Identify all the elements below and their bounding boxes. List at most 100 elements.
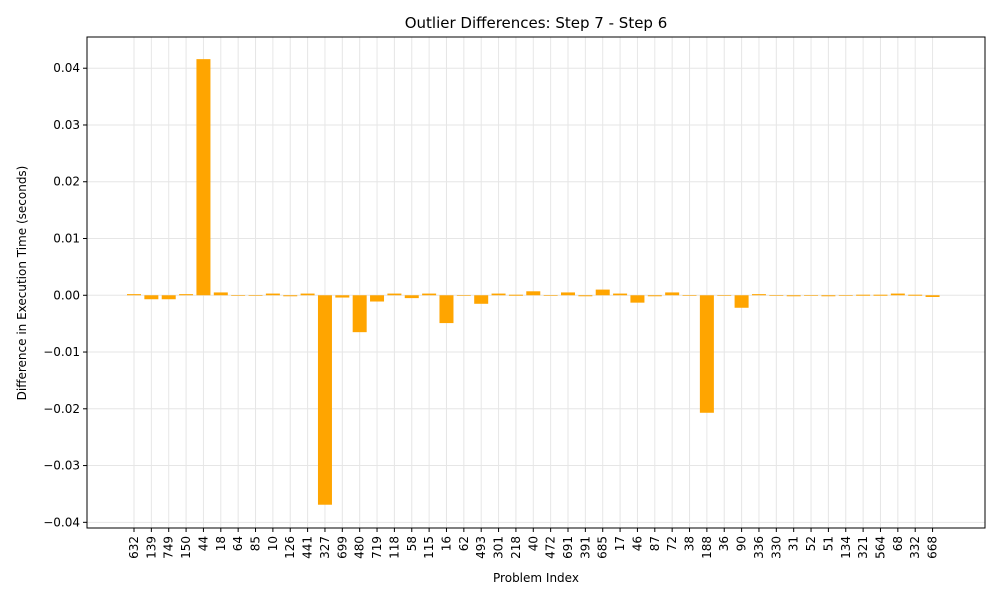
bar-90 [734, 295, 749, 308]
x-tick-label: 332 [908, 536, 922, 559]
bar-472 [543, 295, 558, 296]
bar-150 [179, 294, 194, 296]
y-tick-label: 0.03 [53, 118, 80, 132]
x-tick-label: 493 [474, 536, 488, 559]
bar-719 [370, 295, 385, 302]
y-tick-label: −0.03 [43, 459, 80, 473]
y-tick-label: 0.02 [53, 175, 80, 189]
x-tick-label: 134 [839, 536, 853, 559]
x-tick-label: 90 [735, 536, 749, 551]
y-tick-label: 0.00 [53, 288, 80, 302]
bar-699 [335, 295, 350, 298]
bar-134 [838, 295, 853, 296]
bar-685 [595, 289, 610, 296]
bar-40 [526, 291, 541, 296]
plot-frame [86, 36, 986, 529]
x-tick-label: 188 [700, 536, 714, 559]
x-tick-label: 52 [804, 536, 818, 551]
bar-87 [647, 295, 662, 297]
bar-441 [300, 293, 315, 296]
bar-632 [127, 294, 141, 296]
bar-58 [404, 295, 419, 299]
bar-691 [561, 292, 575, 296]
y-axis-title: Difference in Execution Time (seconds) [15, 166, 29, 401]
x-tick-label: 391 [578, 536, 592, 559]
bar-64 [231, 295, 246, 296]
x-tick-label: 480 [353, 536, 367, 559]
bar-188 [699, 295, 714, 413]
bar-321 [856, 294, 871, 296]
x-tick-label: 330 [769, 536, 783, 559]
x-tick-label: 301 [492, 536, 506, 559]
bar-336 [751, 294, 766, 296]
x-tick-label: 564 [873, 536, 887, 559]
bar-72 [665, 292, 680, 296]
x-tick-label: 685 [596, 536, 610, 559]
x-tick-label: 699 [335, 536, 349, 559]
x-tick-label: 691 [561, 536, 575, 559]
bar-668 [925, 295, 940, 297]
bar-51 [821, 295, 836, 297]
x-axis: 632 139 749 150 44 18 64 85 10 126 441 327 699 480 719… [127, 528, 940, 559]
x-tick-label: 40 [526, 536, 540, 551]
bar-564 [873, 294, 888, 296]
x-tick-label: 58 [405, 536, 419, 551]
x-tick-label: 118 [387, 536, 401, 559]
bar-115 [422, 293, 437, 296]
x-tick-label: 126 [283, 536, 297, 559]
bar-52 [804, 295, 819, 296]
bar-391 [578, 295, 593, 297]
grid-lines [87, 37, 985, 528]
x-tick-label: 139 [144, 536, 158, 559]
bar-16 [439, 295, 454, 324]
x-tick-label: 115 [422, 536, 436, 559]
x-tick-label: 62 [457, 536, 471, 551]
x-tick-label: 72 [665, 536, 679, 551]
bar-493 [474, 295, 489, 304]
chart-title: Outlier Differences: Step 7 - Step 6 [405, 14, 668, 32]
x-tick-label: 719 [370, 536, 384, 559]
bar-62 [456, 295, 471, 296]
bar-301 [491, 293, 506, 296]
y-tick-label: 0.01 [53, 232, 80, 246]
x-tick-label: 16 [439, 536, 453, 551]
x-tick-label: 51 [821, 536, 835, 551]
bar-10 [265, 293, 280, 296]
x-tick-label: 150 [179, 536, 193, 559]
bar-330 [769, 295, 784, 296]
x-tick-label: 218 [509, 536, 523, 559]
x-tick-label: 441 [301, 536, 315, 559]
bar-85 [248, 295, 263, 296]
bar-218 [508, 294, 523, 296]
x-tick-label: 36 [717, 536, 731, 551]
x-tick-label: 85 [249, 536, 263, 551]
bar-139 [144, 295, 159, 300]
bar-46 [630, 295, 645, 303]
x-tick-label: 64 [231, 536, 245, 551]
x-tick-label: 749 [162, 536, 176, 559]
x-tick-label: 10 [266, 536, 280, 551]
bars [127, 59, 940, 505]
bar-31 [786, 295, 801, 297]
bar-18 [213, 292, 228, 296]
x-tick-label: 68 [891, 536, 905, 551]
y-tick-label: −0.04 [43, 515, 80, 529]
bar-126 [283, 295, 298, 297]
y-tick-label: −0.02 [43, 402, 80, 416]
bar-44 [196, 59, 211, 296]
x-tick-label: 321 [856, 536, 870, 559]
x-tick-label: 336 [752, 536, 766, 559]
bar-38 [682, 295, 697, 296]
x-tick-label: 17 [613, 536, 627, 551]
x-tick-label: 632 [127, 536, 141, 559]
x-tick-label: 31 [787, 536, 801, 551]
bar-17 [613, 293, 628, 296]
x-tick-label: 18 [214, 536, 228, 551]
bar-327 [317, 295, 332, 505]
bar-749 [161, 295, 176, 300]
x-tick-label: 46 [630, 536, 644, 551]
bar-36 [717, 295, 732, 296]
bar-332 [908, 294, 923, 296]
x-tick-label: 38 [683, 536, 697, 551]
